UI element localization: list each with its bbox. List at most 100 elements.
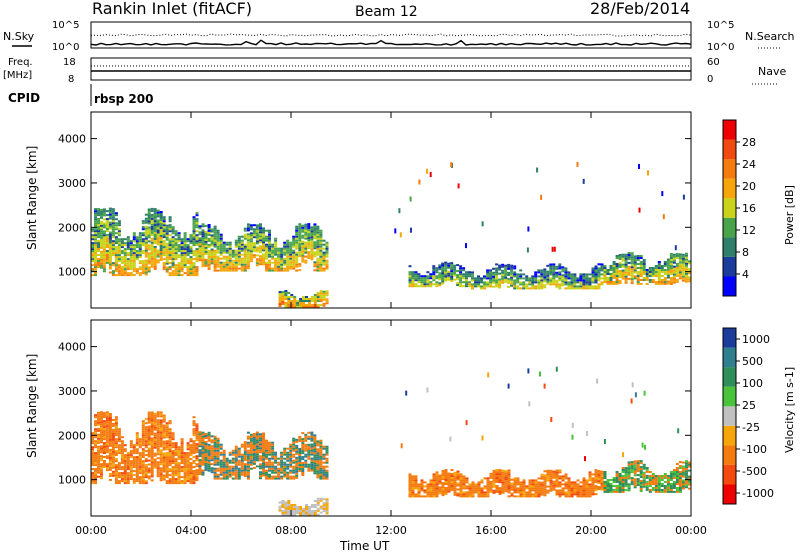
- scatter-cell: [603, 473, 607, 475]
- scatter-cell: [162, 236, 166, 239]
- freq-left-bottom: 8: [68, 74, 74, 85]
- scatter-cell: [663, 261, 667, 263]
- scatter-cell: [313, 450, 317, 453]
- scatter-cell: [316, 233, 320, 236]
- scatter-cell: [252, 230, 256, 233]
- scatter-cell: [153, 252, 157, 254]
- scatter-cell: [265, 471, 268, 474]
- scatter-cell: [411, 481, 415, 484]
- scatter-cell: [100, 445, 103, 448]
- scatter-cell: [174, 466, 178, 469]
- scatter-cell: [123, 242, 127, 245]
- scatter-cell: [171, 476, 175, 479]
- scatter-cell: [94, 234, 97, 237]
- scatter-cell: [189, 476, 193, 479]
- scatter-cell: [189, 248, 193, 251]
- scatter-cell: [286, 457, 290, 460]
- scatter-cell: [295, 446, 299, 449]
- scatter-cell: [255, 449, 259, 452]
- scatter-cell: [468, 491, 472, 494]
- scatter-cell: [468, 493, 472, 496]
- scatter-cell: [307, 465, 311, 468]
- scatter-cell: [189, 250, 193, 253]
- scatter-cell: [108, 435, 112, 437]
- scatter-cell: [97, 218, 100, 221]
- scatter-cell: [675, 254, 679, 257]
- scatter-cell: [301, 234, 305, 237]
- scatter-cell: [624, 475, 628, 478]
- scatter-cell: [579, 275, 583, 278]
- noise-right-bottom: 10^0: [707, 42, 734, 53]
- scatter-cell: [307, 225, 311, 228]
- scatter-cell: [204, 464, 208, 467]
- scatter-cell: [564, 277, 568, 280]
- scatter-cell: [171, 236, 175, 239]
- scatter-cell: [420, 485, 424, 488]
- scatter-cell: [144, 217, 148, 220]
- scatter-cell: [290, 294, 294, 296]
- nsearch-label: N.Search: [745, 30, 795, 43]
- scatter-cell: [114, 454, 118, 457]
- scatter-cell: [204, 466, 208, 469]
- scatter-cell: [174, 246, 178, 249]
- scatter-cell: [141, 442, 145, 445]
- scatter-cell: [156, 259, 160, 262]
- scatter-cell: [268, 473, 271, 476]
- scatter-cell: [546, 471, 550, 474]
- scatter-cell: [319, 269, 323, 272]
- scatter-cell: [147, 451, 151, 454]
- scatter-cell: [678, 261, 682, 264]
- scatter-cell: [210, 469, 214, 472]
- scatter-cell: [268, 267, 271, 270]
- scatter-cell: [252, 246, 256, 249]
- scatter-cell: [313, 468, 317, 471]
- scatter-cell: [141, 422, 145, 425]
- scatter-cell: [162, 448, 166, 451]
- scatter-cell: [507, 489, 511, 492]
- scatter-cell: [462, 477, 466, 480]
- scatter-cell: [441, 482, 445, 485]
- scatter-cell: [630, 260, 634, 263]
- scatter-cell: [316, 269, 320, 272]
- scatter-cell: [519, 269, 523, 272]
- scatter-cell: [105, 443, 109, 446]
- scatter-cell: [177, 270, 181, 273]
- scatter-cell: [310, 451, 314, 454]
- scatter-cell: [168, 250, 172, 253]
- scatter-cell: [325, 253, 329, 256]
- scatter-cell: [274, 239, 278, 242]
- scatter-cell: [325, 459, 329, 462]
- scatter-cell: [319, 267, 323, 270]
- scatter-cell: [298, 247, 302, 250]
- scatter-cell: [459, 267, 463, 270]
- scatter-cell: [91, 432, 94, 435]
- scatter-cell: [420, 275, 424, 278]
- scatter-cell: [633, 275, 637, 278]
- scatter-cell: [486, 487, 490, 490]
- scatter-cell: [471, 273, 474, 276]
- scatter-cell: [195, 439, 199, 442]
- scatter-cell: [573, 487, 577, 490]
- scatter-cell: [570, 283, 574, 286]
- scatter-cell: [138, 468, 142, 471]
- scatter-cell: [262, 229, 265, 232]
- scatter-cell: [281, 293, 285, 296]
- scatter-cell: [301, 258, 305, 261]
- scatter-cell: [411, 479, 415, 482]
- scatter-cell: [249, 250, 253, 253]
- scatter-cell: [114, 468, 118, 471]
- scatter-cell: [180, 274, 184, 277]
- scatter-cell: [162, 248, 166, 251]
- scatter-cell: [141, 250, 145, 253]
- scatter-cell: [135, 238, 139, 241]
- scatter-cell: [183, 266, 187, 269]
- scatter-cell: [594, 473, 598, 476]
- scatter-cell: [186, 458, 190, 461]
- scatter-cell: [301, 248, 305, 251]
- scatter-cell: [271, 245, 275, 248]
- scatter-cell: [168, 478, 172, 481]
- scatter-cell: [94, 424, 97, 427]
- colorbar-segment: [723, 276, 736, 296]
- scatter-cell: [669, 263, 673, 265]
- scatter-cell: [621, 253, 625, 256]
